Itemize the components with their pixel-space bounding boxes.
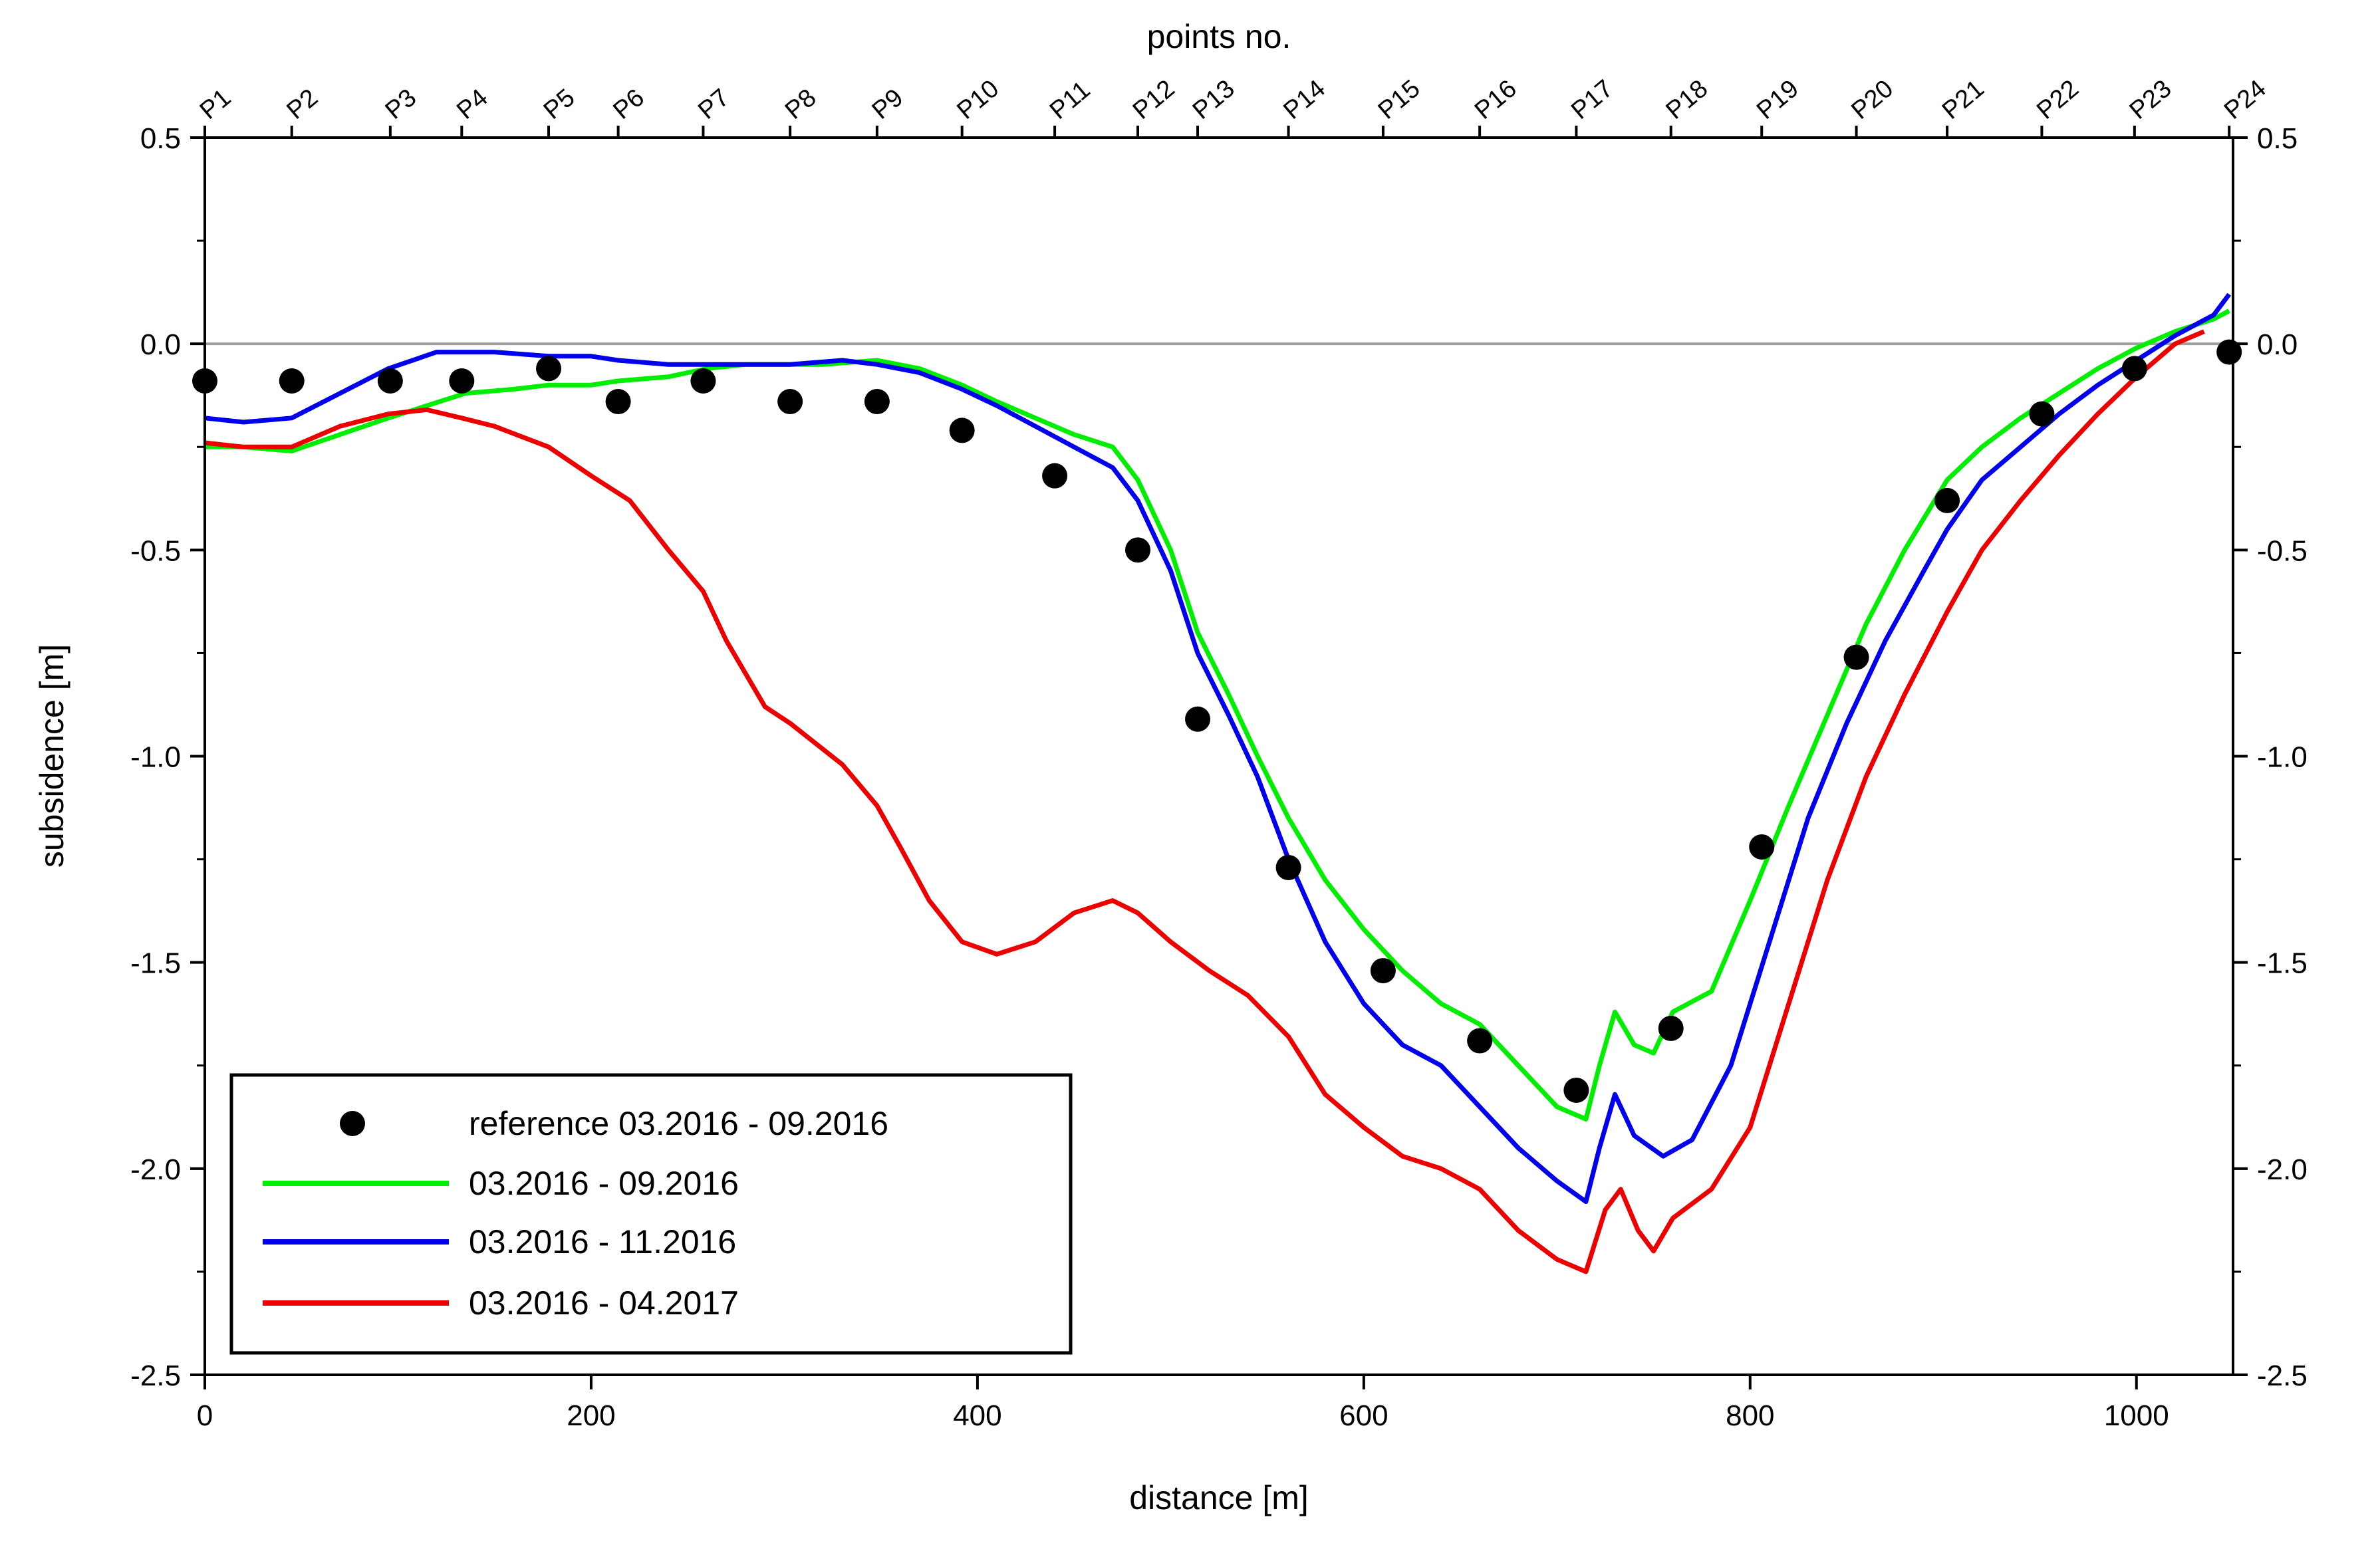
top-point-label: P5 <box>539 84 581 125</box>
y-tick-label-right: 0.5 <box>2257 122 2298 155</box>
y-tick-label-left: -2.0 <box>130 1153 181 1186</box>
reference-point-10 <box>949 417 975 443</box>
legend-label-blue: 03.2016 - 11.2016 <box>469 1223 736 1260</box>
y-tick-label-right: -1.0 <box>2257 741 2308 774</box>
top-point-label: P17 <box>1566 74 1619 125</box>
top-point-label: P1 <box>195 84 237 125</box>
top-point-label: P2 <box>282 84 324 125</box>
reference-point-14 <box>1275 854 1301 880</box>
x-tick-label: 1000 <box>2104 1399 2169 1432</box>
legend-reference-dot-icon <box>340 1111 365 1136</box>
y-tick-label-left: 0.5 <box>140 122 181 155</box>
series-line-2 <box>204 293 2232 1204</box>
top-point-label: P19 <box>1752 74 1804 125</box>
top-point-label: P6 <box>608 84 650 125</box>
x-tick-label: 0 <box>197 1399 213 1432</box>
x-tick-label: 200 <box>567 1399 615 1432</box>
top-point-label: P20 <box>1846 74 1899 125</box>
reference-point-12 <box>1125 537 1150 563</box>
legend-label-red: 03.2016 - 04.2017 <box>469 1284 739 1322</box>
y-tick-label-left: -2.5 <box>130 1360 181 1392</box>
top-point-label: P16 <box>1470 74 1522 125</box>
reference-point-23 <box>2121 356 2147 382</box>
top-point-label: P8 <box>780 84 822 125</box>
y-axis-title: subsidence [m] <box>33 644 70 868</box>
reference-point-6 <box>605 389 631 415</box>
x-tick-label: 400 <box>953 1399 1001 1432</box>
top-point-label: P21 <box>1937 74 1990 125</box>
reference-point-13 <box>1185 706 1211 732</box>
reference-point-21 <box>1934 487 1960 513</box>
top-point-label: P13 <box>1188 74 1240 125</box>
reference-point-19 <box>1749 834 1775 860</box>
reference-point-18 <box>1658 1015 1684 1041</box>
reference-point-11 <box>1042 463 1068 489</box>
y-tick-label-right: -1.5 <box>2257 947 2308 980</box>
reference-point-24 <box>2216 339 2242 365</box>
top-point-label: P10 <box>952 74 1004 125</box>
legend: reference 03.2016 - 09.2016 03.2016 - 09… <box>229 1073 1073 1355</box>
y-tick-label-right: -2.0 <box>2257 1153 2308 1186</box>
reference-points-layer <box>192 339 2242 1103</box>
reference-point-4 <box>449 368 475 394</box>
x-tick-label: 600 <box>1339 1399 1388 1432</box>
x-axis-title: distance [m] <box>1129 1479 1309 1516</box>
reference-point-16 <box>1467 1028 1493 1054</box>
y-tick-label-left: 0.0 <box>140 328 181 361</box>
y-tick-label-right: -0.5 <box>2257 535 2308 567</box>
top-point-label: P15 <box>1373 74 1426 125</box>
top-point-label: P23 <box>2125 74 2177 125</box>
top-point-label: P11 <box>1045 76 1096 125</box>
y-tick-label-left: -1.0 <box>130 741 181 774</box>
series-line-1 <box>205 308 2230 1122</box>
y-tick-label-left: -1.5 <box>130 947 181 980</box>
legend-label-reference: reference 03.2016 - 09.2016 <box>469 1105 888 1142</box>
reference-point-20 <box>1843 644 1869 670</box>
top-point-label: P24 <box>2219 74 2272 125</box>
series-line-3 <box>204 329 2205 1274</box>
y-tick-label-right: -2.5 <box>2257 1360 2308 1392</box>
top-point-label: P7 <box>693 84 735 125</box>
y-tick-label-right: 0.0 <box>2257 328 2298 361</box>
reference-point-2 <box>279 368 305 394</box>
top-point-label: P22 <box>2032 74 2084 125</box>
top-axis-title: points no. <box>1147 18 1291 55</box>
legend-label-green: 03.2016 - 09.2016 <box>469 1165 739 1202</box>
top-point-label: P9 <box>867 84 909 125</box>
reference-point-22 <box>2029 401 2055 427</box>
top-point-label: P18 <box>1661 74 1714 125</box>
top-point-label: P4 <box>452 84 493 125</box>
top-point-label: P14 <box>1278 74 1331 125</box>
reference-point-7 <box>690 368 716 394</box>
reference-point-15 <box>1370 958 1396 984</box>
reference-point-8 <box>777 389 803 415</box>
reference-point-17 <box>1563 1077 1589 1103</box>
x-tick-label: 800 <box>1726 1399 1774 1432</box>
reference-point-9 <box>864 389 890 415</box>
series-layer <box>204 293 2232 1274</box>
reference-point-3 <box>377 368 403 394</box>
reference-point-5 <box>536 356 562 382</box>
top-point-label: P3 <box>380 84 422 125</box>
y-tick-label-left: -0.5 <box>130 535 181 567</box>
legend-box <box>229 1073 1073 1355</box>
top-point-label: P12 <box>1128 74 1180 125</box>
